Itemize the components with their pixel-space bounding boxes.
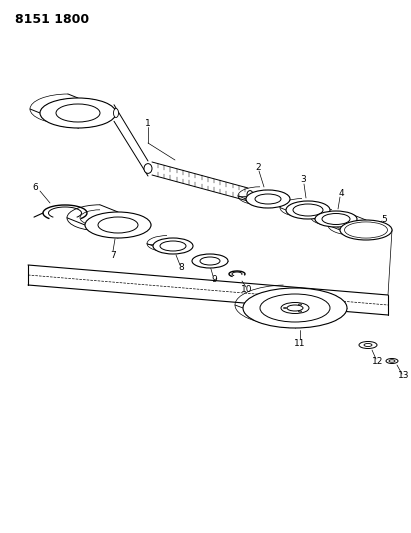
Ellipse shape (247, 191, 253, 198)
Ellipse shape (284, 308, 286, 309)
Ellipse shape (243, 288, 347, 328)
Ellipse shape (389, 360, 395, 362)
Ellipse shape (281, 303, 309, 313)
Ellipse shape (349, 223, 383, 237)
Text: 2: 2 (255, 163, 261, 172)
Ellipse shape (153, 238, 193, 254)
Text: 8151 1800: 8151 1800 (15, 13, 89, 26)
Ellipse shape (56, 104, 100, 122)
Text: 1: 1 (145, 118, 151, 127)
Ellipse shape (298, 304, 302, 305)
Text: 8: 8 (178, 263, 184, 272)
Ellipse shape (144, 164, 152, 173)
Ellipse shape (113, 109, 118, 117)
Text: 6: 6 (32, 183, 38, 192)
Ellipse shape (40, 98, 116, 128)
Ellipse shape (315, 211, 357, 227)
Ellipse shape (85, 212, 151, 238)
Ellipse shape (359, 342, 377, 349)
Ellipse shape (322, 214, 350, 224)
Text: 10: 10 (241, 286, 253, 295)
Ellipse shape (340, 220, 392, 240)
Text: 3: 3 (300, 175, 306, 184)
Ellipse shape (192, 254, 228, 268)
Ellipse shape (287, 305, 303, 311)
Ellipse shape (260, 294, 330, 322)
Ellipse shape (298, 311, 302, 312)
Text: 11: 11 (294, 338, 306, 348)
Ellipse shape (255, 194, 281, 204)
Text: 12: 12 (372, 358, 384, 367)
Text: 7: 7 (110, 251, 116, 260)
Ellipse shape (364, 343, 372, 346)
Ellipse shape (286, 201, 330, 219)
Ellipse shape (386, 359, 398, 364)
Ellipse shape (344, 222, 388, 238)
Ellipse shape (160, 241, 186, 251)
Ellipse shape (246, 190, 290, 208)
Ellipse shape (98, 217, 138, 233)
Ellipse shape (200, 257, 220, 265)
Text: 13: 13 (398, 372, 410, 381)
Text: 9: 9 (211, 274, 217, 284)
Text: 5: 5 (381, 215, 387, 224)
Text: 4: 4 (338, 190, 344, 198)
Ellipse shape (293, 204, 323, 216)
